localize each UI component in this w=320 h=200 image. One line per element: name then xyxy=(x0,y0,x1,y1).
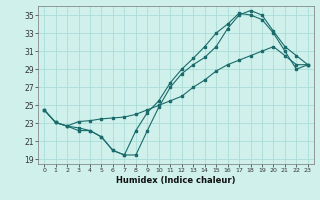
X-axis label: Humidex (Indice chaleur): Humidex (Indice chaleur) xyxy=(116,176,236,185)
